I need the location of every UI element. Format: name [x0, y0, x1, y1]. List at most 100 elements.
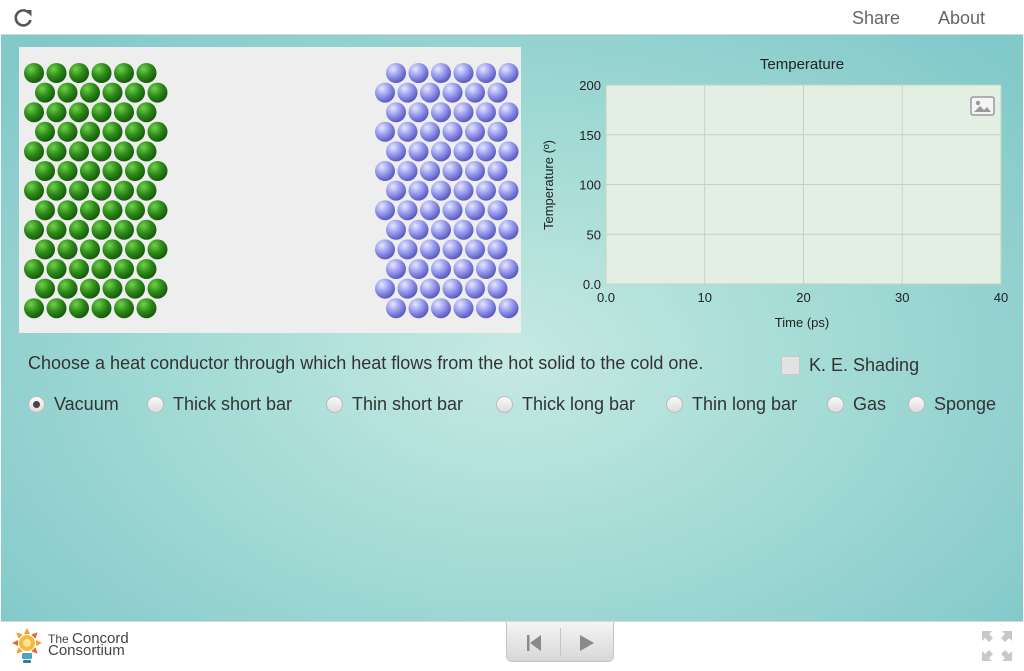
radio-button[interactable]	[147, 396, 164, 413]
cold-atom	[465, 121, 485, 142]
radio-label: Thick short bar	[173, 394, 293, 414]
cold-atom	[498, 219, 519, 240]
cold-atom	[453, 102, 474, 123]
hot-atom	[147, 278, 168, 299]
hot-atom	[69, 102, 89, 123]
hot-atom	[102, 278, 123, 299]
hot-atom	[114, 180, 134, 201]
radio-button[interactable]	[827, 396, 844, 413]
cold-atom	[420, 200, 440, 221]
cold-atom	[386, 141, 406, 162]
radio-button[interactable]	[908, 396, 925, 413]
hot-atom	[91, 63, 112, 83]
hot-atom	[69, 298, 89, 319]
cold-atom	[408, 259, 429, 279]
radio-label: Gas	[853, 394, 887, 414]
radio-option-thin-long-bar[interactable]: Thin long bar	[666, 394, 797, 415]
cold-atom	[498, 63, 519, 83]
radio-option-gas[interactable]: Gas	[827, 394, 886, 415]
interactive-area: Temperature 0.0 10 20 30 40 0.0 50 100 150 200 Ti…	[1, 35, 1023, 621]
cold-atom	[420, 161, 440, 181]
cold-atom	[442, 239, 463, 260]
cold-atom	[453, 180, 474, 201]
cold-atom	[498, 141, 519, 162]
radio-option-thick-short-bar[interactable]: Thick short bar	[147, 394, 292, 415]
cold-atom	[498, 102, 519, 123]
cold-atom	[431, 298, 451, 319]
play-button[interactable]	[561, 630, 615, 656]
hot-atom	[80, 278, 100, 299]
ke-shading-toggle[interactable]: K. E. Shading	[781, 355, 919, 376]
concord-logo[interactable]: The Concord Consortium	[10, 626, 140, 666]
hot-atom	[80, 82, 100, 103]
radio-option-thin-short-bar[interactable]: Thin short bar	[326, 394, 463, 415]
about-link[interactable]: About	[938, 8, 986, 28]
radio-option-thick-long-bar[interactable]: Thick long bar	[496, 394, 635, 415]
hot-atom	[35, 278, 55, 299]
image-icon[interactable]	[970, 96, 995, 116]
cold-atom	[465, 278, 485, 299]
hot-atom	[69, 63, 89, 83]
cold-atom	[476, 219, 496, 240]
hot-atom	[91, 141, 112, 162]
cold-atom	[442, 82, 463, 103]
hot-atom	[24, 180, 44, 201]
hot-atom	[91, 180, 112, 201]
y-tick-label: 0.0	[583, 277, 601, 292]
hot-atom	[136, 298, 157, 319]
molecule-simulation[interactable]	[19, 47, 521, 333]
cold-atom	[465, 82, 485, 103]
hot-atom	[24, 141, 44, 162]
x-tick-label: 20	[796, 290, 810, 305]
hot-atom	[125, 200, 145, 221]
radio-label: Vacuum	[54, 394, 119, 414]
hot-atom	[147, 121, 168, 142]
share-link[interactable]: Share	[852, 8, 901, 28]
hot-atom	[69, 219, 89, 240]
hot-atom	[125, 161, 145, 181]
hot-atom	[46, 298, 67, 319]
radio-option-sponge[interactable]: Sponge	[908, 394, 996, 415]
hot-atom	[114, 219, 134, 240]
hot-atom	[102, 239, 123, 260]
reload-icon[interactable]	[12, 7, 34, 29]
cold-atom	[431, 102, 451, 123]
cold-atom	[487, 121, 508, 142]
ke-shading-checkbox[interactable]	[781, 356, 800, 375]
reset-button[interactable]	[507, 630, 561, 656]
cold-atom	[431, 180, 451, 201]
cold-atom	[442, 161, 463, 181]
radio-label: Thin long bar	[692, 394, 798, 414]
hot-atom	[125, 82, 145, 103]
cold-atom	[408, 102, 429, 123]
hot-atom	[69, 180, 89, 201]
cold-atom	[453, 63, 474, 83]
y-tick-label: 100	[579, 178, 601, 193]
hot-atom	[80, 121, 100, 142]
cold-atom	[386, 102, 406, 123]
x-tick-label: 0.0	[597, 290, 615, 305]
radio-button[interactable]	[28, 396, 45, 413]
cold-atom	[386, 298, 406, 319]
hot-atom	[57, 161, 78, 181]
radio-option-vacuum[interactable]: Vacuum	[28, 394, 119, 415]
y-axis-label: Temperature (º)	[541, 140, 556, 230]
cold-atom	[453, 219, 474, 240]
radio-button[interactable]	[496, 396, 513, 413]
cold-atom	[453, 141, 474, 162]
hot-atom	[91, 102, 112, 123]
hot-atom	[114, 102, 134, 123]
chart-ticks: 0.0 10 20 30 40 0.0 50 100 150 200	[579, 78, 1008, 305]
hot-atom	[114, 298, 134, 319]
cold-atom	[397, 161, 418, 181]
cold-atom	[420, 278, 440, 299]
hot-atom	[102, 200, 123, 221]
logo-text-the: The	[48, 632, 69, 646]
radio-button[interactable]	[666, 396, 683, 413]
hot-atom	[114, 259, 134, 279]
cold-atom	[476, 141, 496, 162]
cold-atom	[442, 121, 463, 142]
fullscreen-icon[interactable]	[980, 629, 1014, 663]
conductor-radio-group: Vacuum Thick short bar Thin short bar Thick…	[28, 394, 1018, 418]
radio-button[interactable]	[326, 396, 343, 413]
